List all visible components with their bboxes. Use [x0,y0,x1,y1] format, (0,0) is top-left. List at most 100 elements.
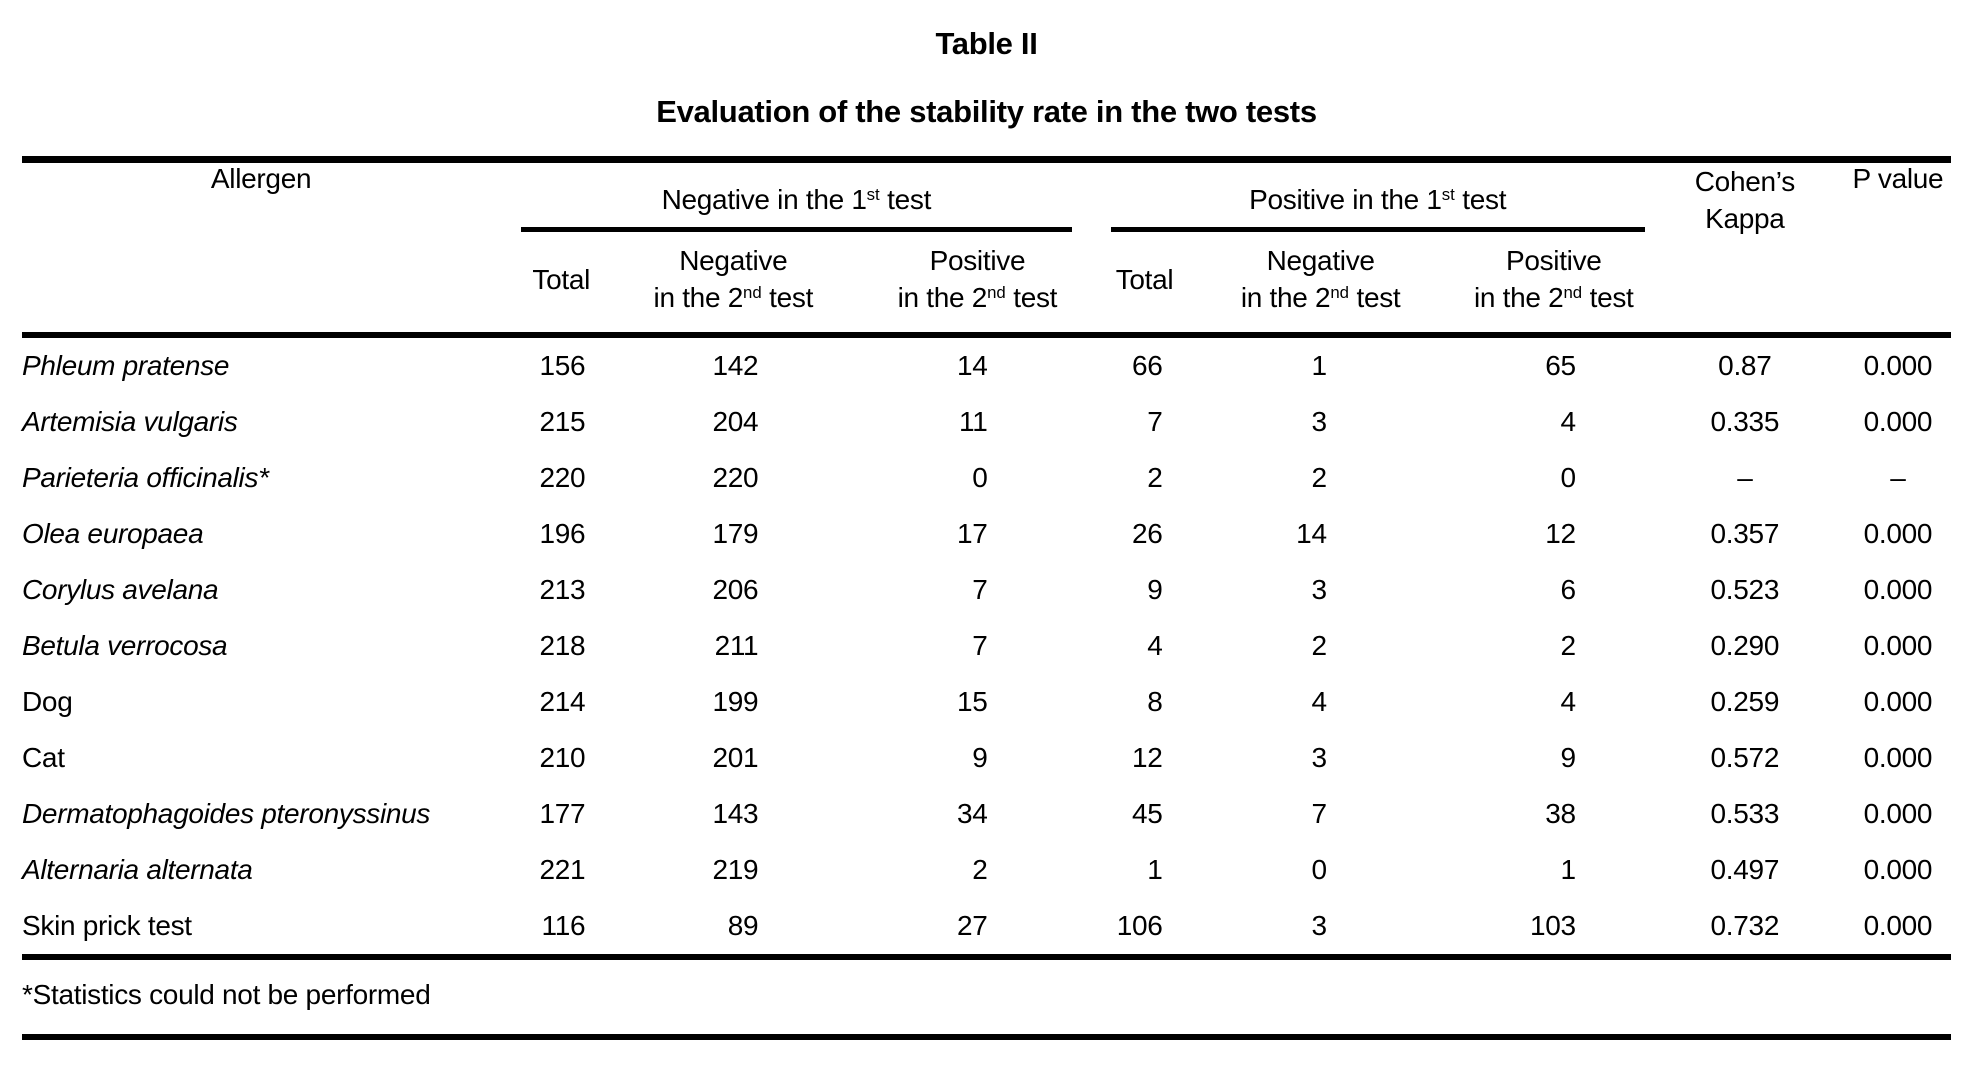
p-value-cell: 0.000 [1863,518,1933,549]
table-row: Cat 210 201 9 12 3 9 0.572 0.000 [22,730,1951,786]
value-cell: 38 [1545,798,1576,829]
kappa-cell: 0.357 [1710,518,1780,549]
value-cell: 4 [1560,406,1577,437]
value-cell: 9 [1147,574,1163,605]
col-header-p-value: P value [1844,156,1951,338]
value-cell: 45 [1132,798,1163,829]
p-value-cell: 0.000 [1863,406,1933,437]
value-cell: 12 [1545,518,1576,549]
value-cell: 177 [539,798,586,829]
allergen-cell: Cat [22,742,65,773]
group-header-negative-first-test: Negative in the 1st test [500,156,1111,232]
value-cell: 179 [712,518,759,549]
value-cell: 206 [712,574,759,605]
group-header-positive-label: Positive in the 1st test [1110,163,1645,232]
value-cell: 211 [714,630,759,661]
value-cell: 65 [1545,350,1576,381]
value-cell: 14 [956,350,988,381]
value-cell: 220 [712,462,759,493]
value-cell: 1 [1147,854,1163,885]
value-cell: 34 [956,798,988,829]
value-cell: 3 [1311,406,1327,437]
value-cell: 3 [1178,898,1463,960]
subheader-line2: in the 2 [653,282,744,313]
value-cell: 4 [1147,630,1163,661]
value-cell: 204 [712,406,759,437]
kappa-header-line2: Kappa [1705,203,1785,234]
kappa-cell: 0.572 [1710,742,1780,773]
allergen-cell: Dog [22,686,73,717]
value-cell: 11 [959,406,988,437]
value-cell: 7 [1147,406,1163,437]
table-row: Skin prick test 116 89 27 106 3 103 0.73… [22,898,1951,960]
value-cell: 7 [972,630,988,661]
subheader-line2: test [1005,282,1058,313]
kappa-cell: – [1737,462,1753,493]
value-cell: 156 [539,350,586,381]
table-row: Olea europaea 196 179 17 26 14 12 0.357 … [22,506,1951,562]
value-cell: 142 [712,350,759,381]
subheader-line1: Positive [1505,245,1602,276]
value-cell: 199 [712,686,759,717]
value-cell: 215 [539,406,586,437]
value-cell: 7 [972,574,988,605]
value-cell: 213 [539,574,586,605]
value-cell: 143 [712,798,759,829]
value-cell: 214 [539,686,586,717]
value-cell: 17 [956,518,988,549]
p-value-cell: 0.000 [1844,898,1951,960]
stability-table: Allergen Negative in the 1st test Positi… [22,156,1951,960]
value-cell: 2 [1560,630,1577,661]
value-cell: 0 [1311,854,1327,885]
header-group-row: Allergen Negative in the 1st test Positi… [22,156,1951,338]
allergen-cell: Dermatophagoides pteronyssinus [22,798,431,829]
value-cell: 9 [972,742,988,773]
p-value-cell: 0.000 [1863,630,1933,661]
group-header-negative-label: Negative in the 1st test [521,163,1072,232]
table-row: Dermatophagoides pteronyssinus 177 143 3… [22,786,1951,842]
table-row: Dog 214 199 15 8 4 4 0.259 0.000 [22,674,1951,730]
value-cell: 201 [712,742,759,773]
value-cell: 219 [712,854,759,885]
kappa-cell: 0.533 [1710,798,1780,829]
table-row: Corylus avelana 213 206 7 9 3 6 0.523 0.… [22,562,1951,618]
allergen-cell: Skin prick test [22,898,501,960]
kappa-cell: 0.87 [1718,350,1772,381]
value-cell: 89 [622,898,845,960]
allergen-cell: Alternaria alternata [22,854,253,885]
group-label-text: test [879,184,932,215]
subheader-line2: test [1349,282,1401,313]
p-value-cell: 0.000 [1863,742,1933,773]
kappa-cell: 0.259 [1710,686,1780,717]
col-header-total-positive-group: Total [1110,232,1179,338]
value-cell: 15 [956,686,988,717]
p-value-cell: – [1890,462,1906,493]
col-header-positive-2nd-positive-group: Positive in the 2nd test [1462,232,1645,338]
bottom-rule [22,1034,1951,1040]
subheader-line1: Negative [1266,245,1375,276]
header-sub-row: Total Negative in the 2nd test Positive in… [22,232,1951,338]
col-header-total-negative-group: Total [500,232,623,338]
col-header-allergen: Allergen [22,156,501,338]
group-label-text: test [1454,184,1507,215]
value-cell: 220 [539,462,586,493]
value-cell: 1 [1311,350,1327,381]
value-cell: 3 [1311,742,1327,773]
ordinal-suffix: st [866,184,880,204]
value-cell: 1 [1560,854,1577,885]
value-cell: 103 [1462,898,1645,960]
subheader-line2: in the 2 [897,282,988,313]
value-cell: 0 [1560,462,1577,493]
value-cell: 196 [539,518,586,549]
value-cell: 7 [1311,798,1327,829]
kappa-cell: 0.732 [1644,898,1845,960]
ordinal-suffix: nd [987,282,1006,302]
subheader-line2: test [761,282,814,313]
table-row: Phleum pratense 156 142 14 66 1 65 0.87 … [22,335,1951,394]
kappa-cell: 0.497 [1710,854,1780,885]
allergen-cell: Parieteria officinalis* [22,462,269,493]
subheader-line1: Negative [679,245,788,276]
value-cell: 14 [1296,518,1327,549]
value-cell: 3 [1311,574,1327,605]
value-cell: 66 [1132,350,1163,381]
